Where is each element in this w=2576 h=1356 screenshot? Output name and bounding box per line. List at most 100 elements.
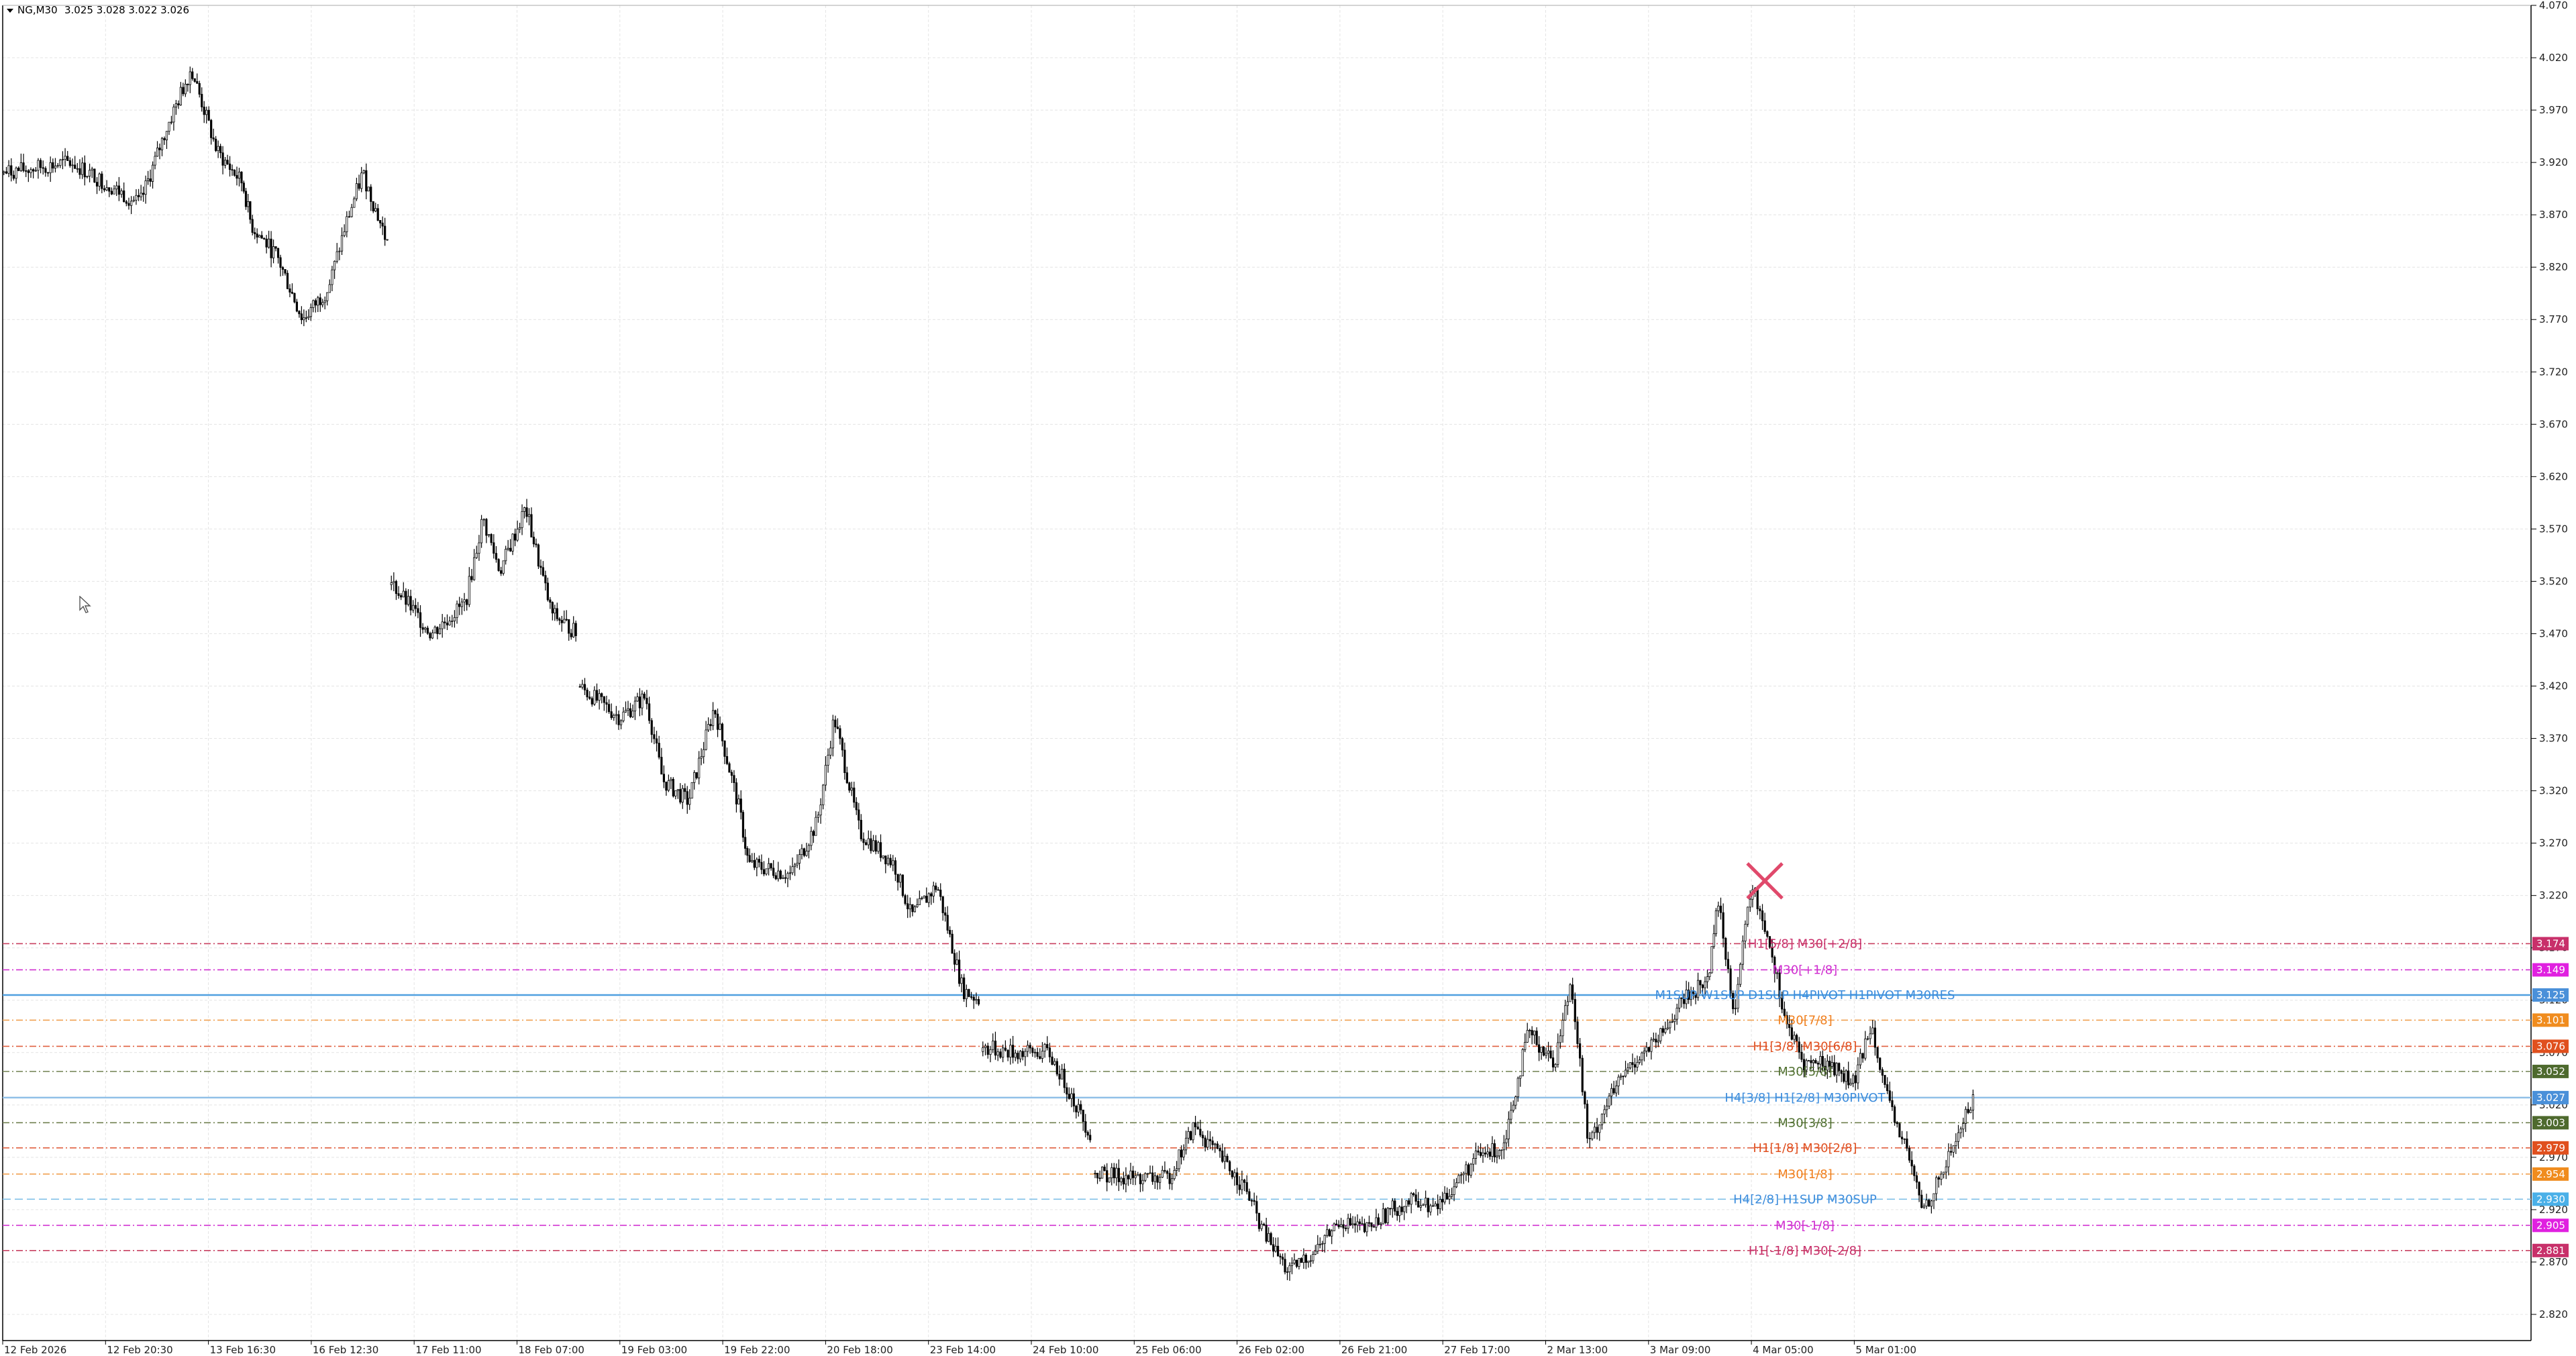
candle-body (1063, 1069, 1066, 1088)
candle-body (1645, 1047, 1648, 1051)
candle-body (1347, 1218, 1349, 1229)
candle-body (1108, 1178, 1111, 1183)
candle-body (686, 791, 688, 805)
candle-body (1610, 1088, 1613, 1096)
candle-body (1082, 1109, 1084, 1123)
x-tick-label: 19 Feb 03:00 (621, 1344, 687, 1356)
candle-body (1196, 1127, 1199, 1130)
candle-body (892, 860, 894, 866)
price-tag-label: 2.881 (2536, 1245, 2565, 1257)
candle-body (829, 747, 832, 755)
candle-body (1591, 1132, 1594, 1139)
candle-body (1712, 933, 1715, 947)
candle-body (774, 875, 777, 880)
candle-body (95, 182, 99, 187)
candle-body (1786, 1015, 1788, 1025)
candle-body (1967, 1108, 1969, 1113)
y-tick-label: 3.870 (2539, 209, 2568, 221)
candle-body (1131, 1170, 1135, 1178)
level-label: H1[1/8] M30[2/8] (1753, 1141, 1857, 1155)
x-tick-label: 25 Feb 06:00 (1135, 1344, 1201, 1356)
candle-body (1002, 1047, 1004, 1058)
candle-body (1854, 1075, 1857, 1084)
candle-body (1638, 1059, 1641, 1063)
y-tick-label: 3.970 (2539, 104, 2568, 116)
x-marker-stroke (1746, 862, 1784, 900)
candle-body (98, 173, 101, 187)
candle-body (456, 603, 458, 618)
candle-body (1627, 1067, 1629, 1071)
candle-body (638, 696, 641, 709)
candle-body (1650, 1039, 1653, 1052)
level-label: M30[3/8] (1778, 1116, 1832, 1130)
candle-body (458, 603, 461, 607)
candle-body (672, 778, 674, 796)
candle-body (1732, 992, 1735, 1010)
candle-body (843, 749, 846, 774)
candle-body (899, 874, 902, 883)
price-tag (2532, 1141, 2569, 1155)
candle-body (1852, 1075, 1855, 1084)
price-axis[interactable]: 2.8202.8702.9202.9703.0203.0703.1203.170… (2531, 0, 2569, 1320)
candle-body (970, 996, 973, 998)
candle-body (1913, 1165, 1916, 1176)
candle-body (1214, 1143, 1217, 1145)
candle-body (19, 162, 22, 171)
candle-body (1949, 1151, 1953, 1153)
candle-body (1559, 1035, 1561, 1043)
level-label: M30[+1/8] (1773, 963, 1838, 977)
candle-body (1629, 1062, 1632, 1069)
candle-body (1175, 1168, 1178, 1171)
dropdown-triangle-icon[interactable] (7, 9, 13, 13)
candle-body (607, 704, 611, 713)
candle-body (999, 1051, 1002, 1058)
candle-body (74, 164, 76, 169)
candle-body (1516, 1078, 1519, 1098)
candle-body (328, 284, 331, 293)
candle-body (1512, 1104, 1514, 1111)
candle-body (975, 999, 978, 1001)
candle-body (721, 723, 724, 741)
candle-body (1714, 910, 1718, 935)
candle-body (247, 201, 250, 207)
candle-body (1802, 1059, 1806, 1071)
candle-body (1384, 1208, 1387, 1223)
candle-body (163, 138, 166, 140)
candle-body (1739, 963, 1742, 985)
candle-body (1937, 1177, 1940, 1180)
candle-body (1080, 1104, 1082, 1110)
candle-body (705, 729, 707, 750)
candle-body (146, 178, 150, 181)
candle-body (1077, 1104, 1080, 1112)
candle-body (1496, 1155, 1498, 1157)
candle-body (1111, 1167, 1113, 1178)
price-tag (2532, 937, 2569, 951)
candle-body (1250, 1200, 1253, 1202)
candle-body (958, 959, 961, 984)
candle-body (1669, 1022, 1671, 1029)
price-tag (2532, 963, 2569, 977)
candle-body (1141, 1180, 1144, 1184)
candle-body (1337, 1224, 1340, 1227)
candle-body (1159, 1177, 1162, 1183)
candle-body (1688, 989, 1690, 1000)
candle-body (1304, 1255, 1307, 1263)
candle-body (968, 989, 970, 997)
candle-body (1048, 1047, 1051, 1057)
candle-body (941, 896, 944, 913)
candle-body (516, 529, 519, 541)
candle-body (1719, 905, 1722, 913)
candle-body (321, 302, 324, 305)
time-axis[interactable]: 12 Feb 2026 12 Feb 20:30 13 Feb 16:30 16 Fe… (2, 1341, 1916, 1356)
candle-body (168, 121, 170, 132)
candle-body (1208, 1139, 1212, 1141)
candle-body (390, 582, 393, 585)
x-tick-label: 24 Feb 10:00 (1033, 1344, 1098, 1356)
candle-body (196, 81, 199, 84)
price-tag-label: 2.905 (2536, 1219, 2565, 1231)
candle-body (1831, 1062, 1833, 1067)
candle-body (1127, 1175, 1130, 1180)
price-tag-label: 2.930 (2536, 1193, 2565, 1205)
candle-body (676, 789, 679, 791)
